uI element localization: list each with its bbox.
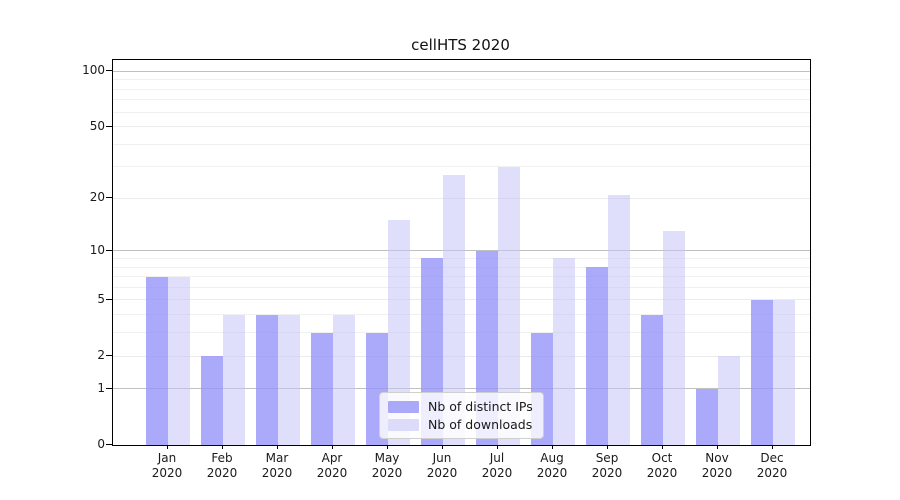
bar-downloads-dec [773,299,795,445]
x-tick-month: Feb [211,451,233,465]
legend-item-downloads: Nb of downloads [388,417,533,432]
bar-ips-apr [311,332,333,445]
x-tick-year: 2020 [261,466,293,480]
x-tick-label: Aug 2020 [524,451,580,481]
y-tick-label: 50 [89,118,105,133]
x-tick-year: 2020 [591,466,623,480]
x-tick-year: 2020 [316,466,348,480]
x-tick-label: Jun 2020 [414,451,470,481]
legend-item-distinct-ips: Nb of distinct IPs [388,399,533,414]
x-tick-year: 2020 [371,466,403,480]
legend: Nb of distinct IPs Nb of downloads [379,392,544,439]
bar-downloads-jul [498,166,520,445]
y-tick-label: 20 [89,190,105,205]
x-tick-label: Jul 2020 [469,451,525,481]
x-tick-label: Oct 2020 [634,451,690,481]
legend-swatch [388,400,419,413]
gridline [113,70,810,72]
x-tick-year: 2020 [481,466,513,480]
y-tick-label: 10 [89,242,105,257]
bar-ips-sep [586,267,608,445]
bar-ips-jan [146,276,168,445]
x-tick-month: Aug [540,451,564,465]
x-tick-month: Mar [265,451,289,465]
gridline-minor [113,143,810,145]
bar-downloads-sep [608,194,630,445]
bar-downloads-aug [553,258,575,445]
x-tick-year: 2020 [426,466,458,480]
bar-downloads-nov [718,356,740,445]
x-tick-month: Jul [489,451,505,465]
x-tick-label: Feb 2020 [194,451,250,481]
bar-downloads-jun [443,175,465,445]
gridline-minor [113,88,810,90]
x-tick-label: Nov 2020 [689,451,745,481]
gridline-minor [113,79,810,81]
plot-area [112,59,811,446]
x-tick-label: Sep 2020 [579,451,635,481]
gridline [113,126,810,128]
gridline-minor [113,166,810,168]
x-tick-year: 2020 [756,466,788,480]
x-tick-month: Sep [595,451,619,465]
x-tick-month: Nov [705,451,729,465]
bar-ips-feb [201,356,223,445]
gridline-minor [113,99,810,101]
bar-ips-oct [641,314,663,445]
bar-ips-mar [256,314,278,445]
legend-label: Nb of downloads [428,417,533,432]
x-tick-month: Jun [432,451,452,465]
bar-downloads-oct [663,231,685,445]
y-tick-label: 0 [97,437,105,451]
x-tick-year: 2020 [536,466,568,480]
bar-downloads-jan [168,276,190,445]
x-tick-year: 2020 [206,466,238,480]
x-tick-year: 2020 [701,466,733,480]
bar-ips-nov [696,388,718,445]
chart-title: cellHTS 2020 [411,36,510,54]
y-tick-label: 100 [82,63,105,78]
legend-swatch [388,418,419,431]
x-tick-year: 2020 [151,466,183,480]
bar-downloads-apr [333,314,355,445]
bar-ips-dec [751,299,773,445]
legend-label: Nb of distinct IPs [428,399,533,414]
x-tick-month: May [374,451,400,465]
x-tick-label: Dec 2020 [744,451,800,481]
x-tick-label: Jan 2020 [139,451,195,481]
y-tick-label: 5 [97,291,105,306]
x-tick-label: Mar 2020 [249,451,305,481]
y-tick-label: 2 [97,348,105,362]
y-tick-label: 1 [97,380,105,395]
bar-downloads-feb [223,314,245,445]
gridline-minor [113,111,810,113]
x-tick-year: 2020 [646,466,678,480]
bar-downloads-may [388,220,410,445]
x-tick-month: Apr [321,451,343,465]
x-tick-month: Jan [157,451,177,465]
x-tick-label: Apr 2020 [304,451,360,481]
x-tick-month: Dec [760,451,784,465]
x-tick-month: Oct [651,451,673,465]
bar-downloads-mar [278,314,300,445]
x-tick-label: May 2020 [359,451,415,481]
